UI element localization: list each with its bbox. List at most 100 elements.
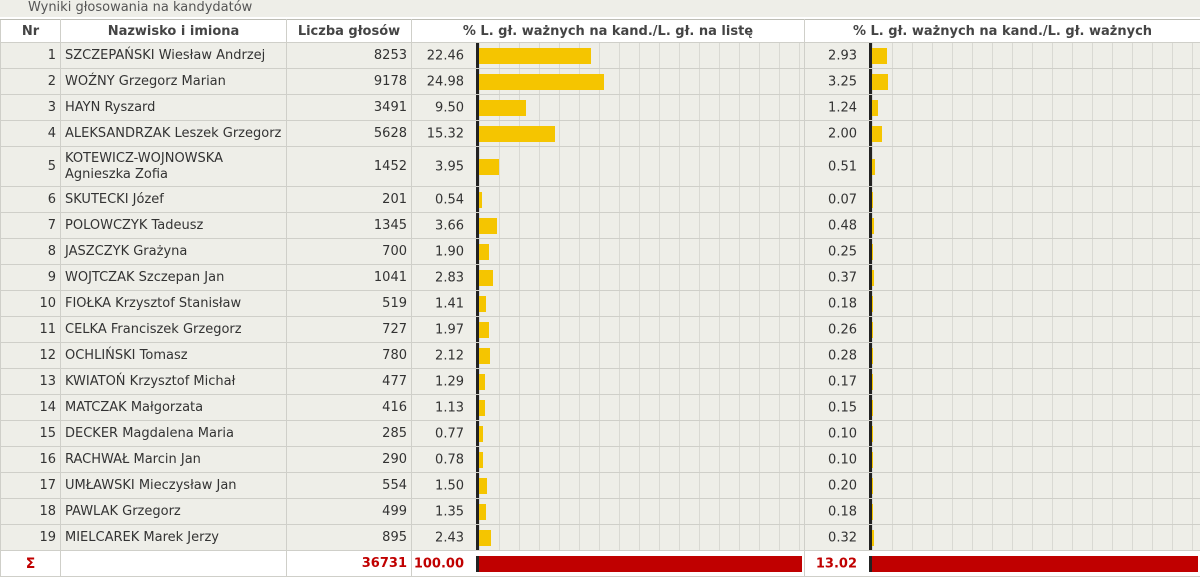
candidate-name: FIOŁKA Krzysztof Stanisław (60, 290, 287, 317)
table-row: 12 OCHLIŃSKI Tomasz 780 2.12 0.28 (0, 342, 1200, 369)
column-header-pct-valid[interactable]: % L. gł. ważnych na kand./L. gł. ważnych (804, 19, 1200, 43)
column-header-name[interactable]: Nazwisko i imiona (60, 19, 287, 43)
pct-valid-cell: 3.25 (804, 68, 1200, 95)
column-header-votes[interactable]: Liczba głosów (286, 19, 412, 43)
vote-count: 477 (286, 368, 412, 395)
total-pct-valid-cell: 13.02 (804, 550, 1200, 577)
row-number: 11 (0, 316, 61, 343)
results-caption: Wyniki głosowania na kandydatów (0, 0, 1200, 17)
pct-valid-cell: 0.32 (804, 524, 1200, 551)
pct-valid-value: 0.48 (828, 218, 857, 233)
table-row: 15 DECKER Magdalena Maria 285 0.77 0.10 (0, 420, 1200, 447)
pct-valid-value: 0.15 (828, 400, 857, 415)
total-bar-valid (869, 555, 1198, 572)
bar-track (476, 187, 802, 212)
column-header-pct-list[interactable]: % L. gł. ważnych na kand./L. gł. na list… (411, 19, 805, 43)
pct-valid-cell: 0.26 (804, 316, 1200, 343)
pct-list-value: 2.83 (435, 270, 464, 285)
bar-track (476, 147, 802, 186)
pct-list-value: 0.78 (435, 452, 464, 467)
pct-valid-value: 0.37 (828, 270, 857, 285)
percentage-bar (479, 125, 556, 142)
percentage-bar (872, 477, 873, 494)
vote-count: 499 (286, 498, 412, 525)
pct-valid-value: 0.10 (828, 452, 857, 467)
percentage-bar (872, 399, 873, 416)
column-header-nr[interactable]: Nr (0, 19, 61, 43)
bar-track (476, 239, 802, 264)
pct-valid-value: 0.18 (828, 504, 857, 519)
candidate-name: MATCZAK Małgorzata (60, 394, 287, 421)
vote-count: 554 (286, 472, 412, 499)
candidate-name: UMŁAWSKI Mieczysław Jan (60, 472, 287, 499)
bar-track (869, 213, 1198, 238)
vote-count: 290 (286, 446, 412, 473)
total-pct-list: 100.00 (413, 556, 464, 571)
pct-list-value: 3.95 (435, 159, 464, 174)
bar-track (869, 187, 1198, 212)
pct-valid-value: 2.93 (828, 48, 857, 63)
table-row: 6 SKUTECKI Józef 201 0.54 0.07 (0, 186, 1200, 213)
pct-valid-cell: 0.20 (804, 472, 1200, 499)
bar-track (869, 421, 1198, 446)
pct-list-cell: 22.46 (411, 42, 805, 69)
bar-track (869, 43, 1198, 68)
bar-track (869, 121, 1198, 146)
total-pct-valid: 13.02 (815, 556, 857, 571)
percentage-bar (872, 269, 874, 286)
percentage-bar (872, 47, 887, 64)
total-votes: 36731 (286, 550, 412, 577)
pct-list-cell: 9.50 (411, 94, 805, 121)
percentage-bar (872, 425, 873, 442)
row-number: 18 (0, 498, 61, 525)
pct-list-cell: 1.90 (411, 238, 805, 265)
pct-valid-cell: 1.24 (804, 94, 1200, 121)
bar-track (476, 317, 802, 342)
table-row: 11 CELKA Franciszek Grzegorz 727 1.97 0.26 (0, 316, 1200, 343)
candidate-name: KWIATOŃ Krzysztof Michał (60, 368, 287, 395)
bar-track (476, 473, 802, 498)
percentage-bar (479, 529, 492, 546)
candidate-name: CELKA Franciszek Grzegorz (60, 316, 287, 343)
row-number: 17 (0, 472, 61, 499)
percentage-bar (479, 158, 499, 175)
bar-track (869, 291, 1198, 316)
percentage-bar (872, 295, 873, 312)
percentage-bar (479, 191, 482, 208)
table-row: 2 WOŹNY Grzegorz Marian 9178 24.98 3.25 (0, 68, 1200, 95)
percentage-bar (479, 399, 485, 416)
vote-count: 3491 (286, 94, 412, 121)
bar-track (476, 213, 802, 238)
pct-list-value: 1.97 (435, 322, 464, 337)
pct-valid-cell: 0.25 (804, 238, 1200, 265)
vote-count: 519 (286, 290, 412, 317)
percentage-bar (479, 503, 486, 520)
pct-list-value: 1.35 (435, 504, 464, 519)
pct-list-cell: 1.41 (411, 290, 805, 317)
candidate-name: POLOWCZYK Tadeusz (60, 212, 287, 239)
pct-valid-cell: 2.00 (804, 120, 1200, 147)
pct-list-cell: 2.43 (411, 524, 805, 551)
pct-valid-cell: 0.18 (804, 498, 1200, 525)
pct-list-value: 0.54 (435, 192, 464, 207)
candidate-name: ALEKSANDRZAK Leszek Grzegorz (60, 120, 287, 147)
vote-count: 416 (286, 394, 412, 421)
pct-valid-value: 3.25 (828, 74, 857, 89)
pct-valid-value: 0.18 (828, 296, 857, 311)
row-number: 12 (0, 342, 61, 369)
row-number: 14 (0, 394, 61, 421)
pct-list-cell: 15.32 (411, 120, 805, 147)
pct-list-value: 0.77 (435, 426, 464, 441)
percentage-bar (479, 477, 487, 494)
row-number: 4 (0, 120, 61, 147)
pct-valid-value: 0.07 (828, 192, 857, 207)
candidate-name: KOTEWICZ-WOJNOWSKA Agnieszka Zofia (60, 146, 287, 187)
row-number: 15 (0, 420, 61, 447)
percentage-bar (479, 425, 483, 442)
percentage-bar (479, 321, 489, 338)
pct-list-value: 22.46 (426, 48, 464, 63)
percentage-bar (872, 99, 879, 116)
vote-count: 8253 (286, 42, 412, 69)
pct-list-value: 24.98 (426, 74, 464, 89)
bar-track (476, 265, 802, 290)
